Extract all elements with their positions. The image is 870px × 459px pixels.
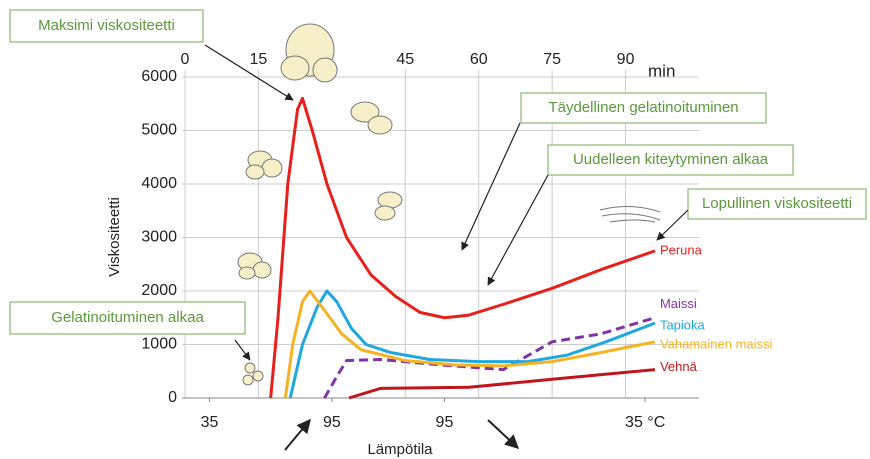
y-tick-label: 0 <box>168 389 177 406</box>
annotation: Gelatinoituminen alkaa <box>10 302 250 360</box>
annotation-text: Uudelleen kiteytyminen alkaa <box>573 151 769 168</box>
annotation-text: Maksimi viskositeetti <box>38 17 175 34</box>
x-tick-label: 15 <box>250 51 268 68</box>
series-label: Peruna <box>660 242 703 257</box>
y-tick-label: 2000 <box>141 282 177 299</box>
temperature-label: 35 <box>201 414 219 431</box>
y-axis-label: Viskositeetti <box>106 197 123 277</box>
y-tick-label: 1000 <box>141 336 177 353</box>
series-label: Vehnä <box>660 359 698 374</box>
arrow <box>488 420 518 448</box>
annotation-text: Gelatinoituminen alkaa <box>51 309 204 326</box>
annotation: Lopullinen viskositeetti <box>657 189 866 240</box>
x-axis-label: Lämpötila <box>367 441 433 458</box>
temperature-label: 35 °C <box>625 414 665 431</box>
temperature-label: 95 <box>323 414 341 431</box>
y-tick-label: 6000 <box>141 68 177 85</box>
annotation-arrow <box>235 340 250 360</box>
x-tick-label: 75 <box>543 51 561 68</box>
annotation-arrow <box>462 123 520 250</box>
temperature-label: 95 <box>436 414 454 431</box>
x-unit: min <box>648 61 675 80</box>
granule-illustrations <box>238 24 660 385</box>
x-tick-label: 0 <box>181 51 190 68</box>
y-tick-label: 3000 <box>141 229 177 246</box>
annotation-text: Täydellinen gelatinoituminen <box>548 99 738 116</box>
x-tick-label: 45 <box>396 51 414 68</box>
series-label: Tapioka <box>660 318 706 333</box>
series-label: Maissi <box>660 296 697 311</box>
series-label: Vahamainen maissi <box>660 336 773 351</box>
chart: Viskositeetti Lämpötila min 0 1000 2000 300… <box>0 0 870 459</box>
annotation-arrow <box>488 175 548 285</box>
x-tick-label: 60 <box>470 51 488 68</box>
y-tick-label: 5000 <box>141 122 177 139</box>
arrow <box>285 420 310 450</box>
annotation-text: Lopullinen viskositeetti <box>702 195 852 212</box>
x-tick-label: 90 <box>617 51 635 68</box>
series-line <box>349 370 655 398</box>
annotation-arrow <box>657 210 688 240</box>
y-tick-label: 4000 <box>141 175 177 192</box>
